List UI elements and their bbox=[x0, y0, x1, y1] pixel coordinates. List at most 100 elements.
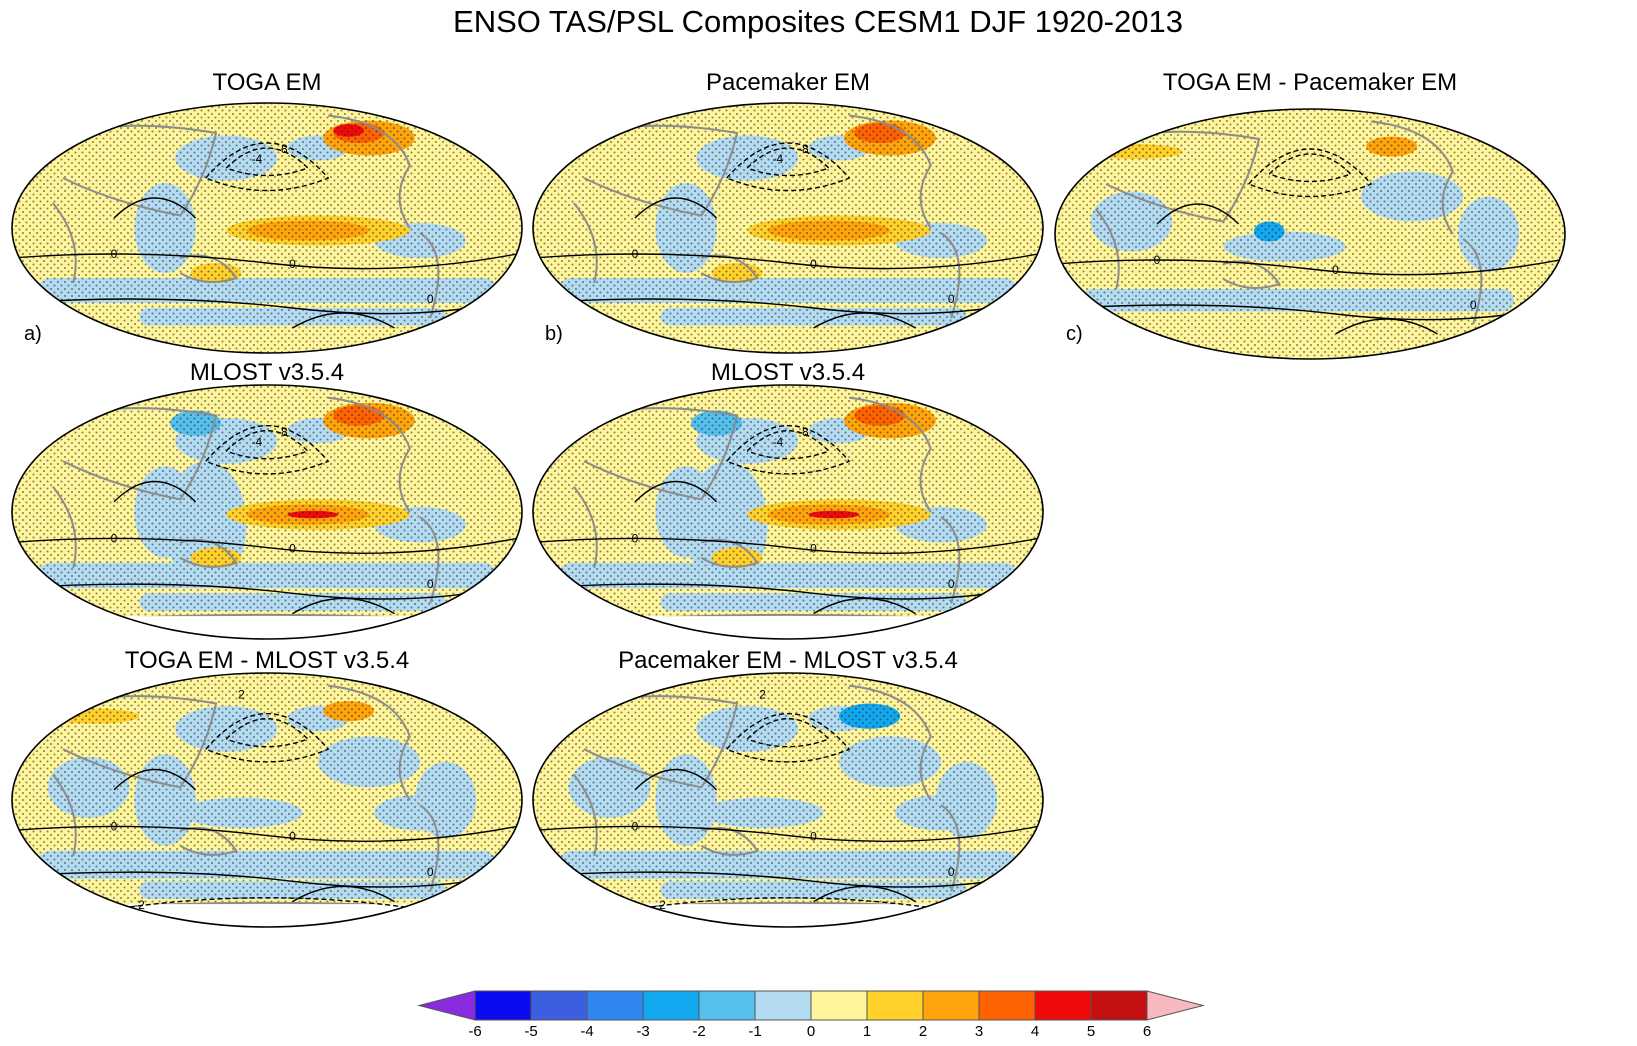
colorbar-tick-label: 6 bbox=[1143, 1023, 1151, 1040]
psl-zero-contour bbox=[1055, 303, 1565, 321]
psl-zero-contour bbox=[813, 312, 916, 329]
africa-coastline bbox=[52, 485, 77, 569]
panel-title: Pacemaker EM bbox=[706, 69, 870, 96]
colorbar-segment bbox=[1090, 990, 1148, 1021]
africa-coastline bbox=[52, 202, 77, 284]
colorbar-segment bbox=[810, 990, 868, 1021]
psl-zero-contour bbox=[113, 768, 197, 791]
aleutian-low-contour bbox=[1268, 153, 1353, 183]
map-border bbox=[532, 102, 1044, 354]
psl-zero-contour bbox=[634, 480, 718, 503]
africa-coastline bbox=[52, 773, 77, 857]
colorbar-segment bbox=[698, 990, 756, 1021]
missing-data-antarctica bbox=[12, 904, 522, 927]
significance-stipple bbox=[533, 103, 1043, 353]
significance-stipple bbox=[12, 385, 522, 639]
psl-zero-contour bbox=[533, 252, 1043, 270]
south-america-coastline bbox=[940, 804, 961, 892]
contour-label: 0 bbox=[632, 247, 639, 261]
panel-label: b) bbox=[545, 323, 563, 345]
australia-coastline bbox=[1222, 260, 1281, 289]
colorbar-tick-label: -6 bbox=[468, 1023, 481, 1040]
colorbar-segment bbox=[642, 990, 700, 1021]
colorbar-tick-label: 0 bbox=[807, 1023, 815, 1040]
contour-label: 0 bbox=[111, 247, 118, 261]
psl-contours bbox=[12, 425, 522, 615]
australia-coastline bbox=[179, 254, 238, 283]
panel-pacemaker-em: 0 0 0 -4 -8 Pacemaker EM b) bbox=[532, 69, 1044, 354]
colorbar-tick-label: -3 bbox=[636, 1023, 649, 1040]
contour-label: 0 bbox=[427, 292, 434, 306]
panel-map-field bbox=[533, 103, 1043, 353]
north-america-coastline bbox=[328, 396, 411, 513]
colorbar-tick-label: -2 bbox=[692, 1023, 705, 1040]
colorbar-segment bbox=[978, 990, 1036, 1021]
psl-zero-contour bbox=[634, 768, 718, 791]
colorbar-tick-label: -4 bbox=[580, 1023, 593, 1040]
colorbar-tick-label: 4 bbox=[1031, 1023, 1039, 1040]
north-america-coastline bbox=[849, 114, 932, 229]
panel-toga-em: 0 0 0 -4 -8 TOGA EM a) bbox=[11, 69, 523, 354]
map-border bbox=[1054, 108, 1566, 360]
significance-stipple bbox=[533, 385, 1043, 639]
psl-zero-contour bbox=[813, 597, 916, 615]
contour-label: 0 bbox=[289, 542, 296, 556]
map-border bbox=[11, 672, 523, 928]
psl-zero-contour bbox=[12, 297, 522, 315]
psl-zero-contour bbox=[634, 197, 718, 219]
colorbar-segment bbox=[1034, 990, 1092, 1021]
north-america-coastline bbox=[849, 396, 932, 513]
aleutian-low-contour bbox=[225, 718, 310, 748]
psl-zero-contour bbox=[1055, 258, 1565, 276]
south-america-coastline bbox=[419, 232, 440, 319]
colorbar-tick-label: 5 bbox=[1087, 1023, 1095, 1040]
contour-label: 0 bbox=[1470, 298, 1477, 312]
panel-mlost-2: 0 0 0 -4 -8 MLOST v3.5.4 bbox=[532, 359, 1044, 640]
north-america-coastline bbox=[328, 114, 411, 229]
panel-title: MLOST v3.5.4 bbox=[711, 359, 865, 386]
colorbar-segment bbox=[754, 990, 812, 1021]
panel-title: TOGA EM bbox=[213, 69, 322, 96]
missing-data-antarctica bbox=[533, 616, 1043, 639]
aleutian-low-contour bbox=[205, 142, 330, 192]
contour-label: -2 bbox=[655, 898, 666, 912]
colorbar-tick-label: 1 bbox=[863, 1023, 871, 1040]
missing-data-antarctica bbox=[12, 616, 522, 639]
north-america-coastline bbox=[1371, 120, 1454, 235]
contour-label: 0 bbox=[1332, 263, 1339, 277]
significance-stipple bbox=[1055, 109, 1565, 359]
map-border bbox=[11, 102, 523, 354]
panel-toga-minus-mlost: 0 0 0 -2 2 TOGA EM - MLOST v3.5.4 bbox=[11, 647, 523, 928]
aleutian-low-contour bbox=[746, 430, 831, 460]
panel-label: c) bbox=[1066, 323, 1083, 345]
significance-stipple bbox=[12, 673, 522, 927]
panel-title: TOGA EM - Pacemaker EM bbox=[1163, 69, 1457, 96]
panel-title: MLOST v3.5.4 bbox=[190, 359, 344, 386]
colorbar-segment bbox=[474, 990, 532, 1021]
contour-label: -8 bbox=[277, 142, 288, 156]
psl-zero-contour bbox=[1156, 203, 1240, 225]
significance-stipple bbox=[12, 103, 522, 353]
panel-map-field bbox=[533, 385, 1043, 639]
australia-coastline bbox=[700, 254, 759, 283]
aleutian-low-contour bbox=[726, 142, 851, 192]
panel-title: Pacemaker EM - MLOST v3.5.4 bbox=[618, 647, 958, 674]
significance-stipple bbox=[533, 673, 1043, 927]
contour-label: 0 bbox=[810, 542, 817, 556]
aleutian-low-contour bbox=[726, 713, 851, 763]
colorbar-segment bbox=[866, 990, 924, 1021]
missing-data-antarctica bbox=[533, 904, 1043, 927]
contour-label: -2 bbox=[134, 898, 145, 912]
contour-label: 0 bbox=[1154, 253, 1161, 267]
psl-zero-contour bbox=[12, 870, 522, 888]
colorbar-tick-label: 2 bbox=[919, 1023, 927, 1040]
contour-label: 0 bbox=[427, 577, 434, 591]
contour-label: 0 bbox=[632, 819, 639, 833]
aleutian-low-contour bbox=[225, 147, 310, 177]
australia-coastline bbox=[179, 826, 238, 856]
psl-zero-contour bbox=[292, 885, 395, 903]
south-america-coastline bbox=[1462, 238, 1483, 325]
panel-pacemaker-minus-mlost: 0 0 0 -2 2 Pacemaker EM - MLOST v3.5.4 bbox=[532, 647, 1044, 928]
